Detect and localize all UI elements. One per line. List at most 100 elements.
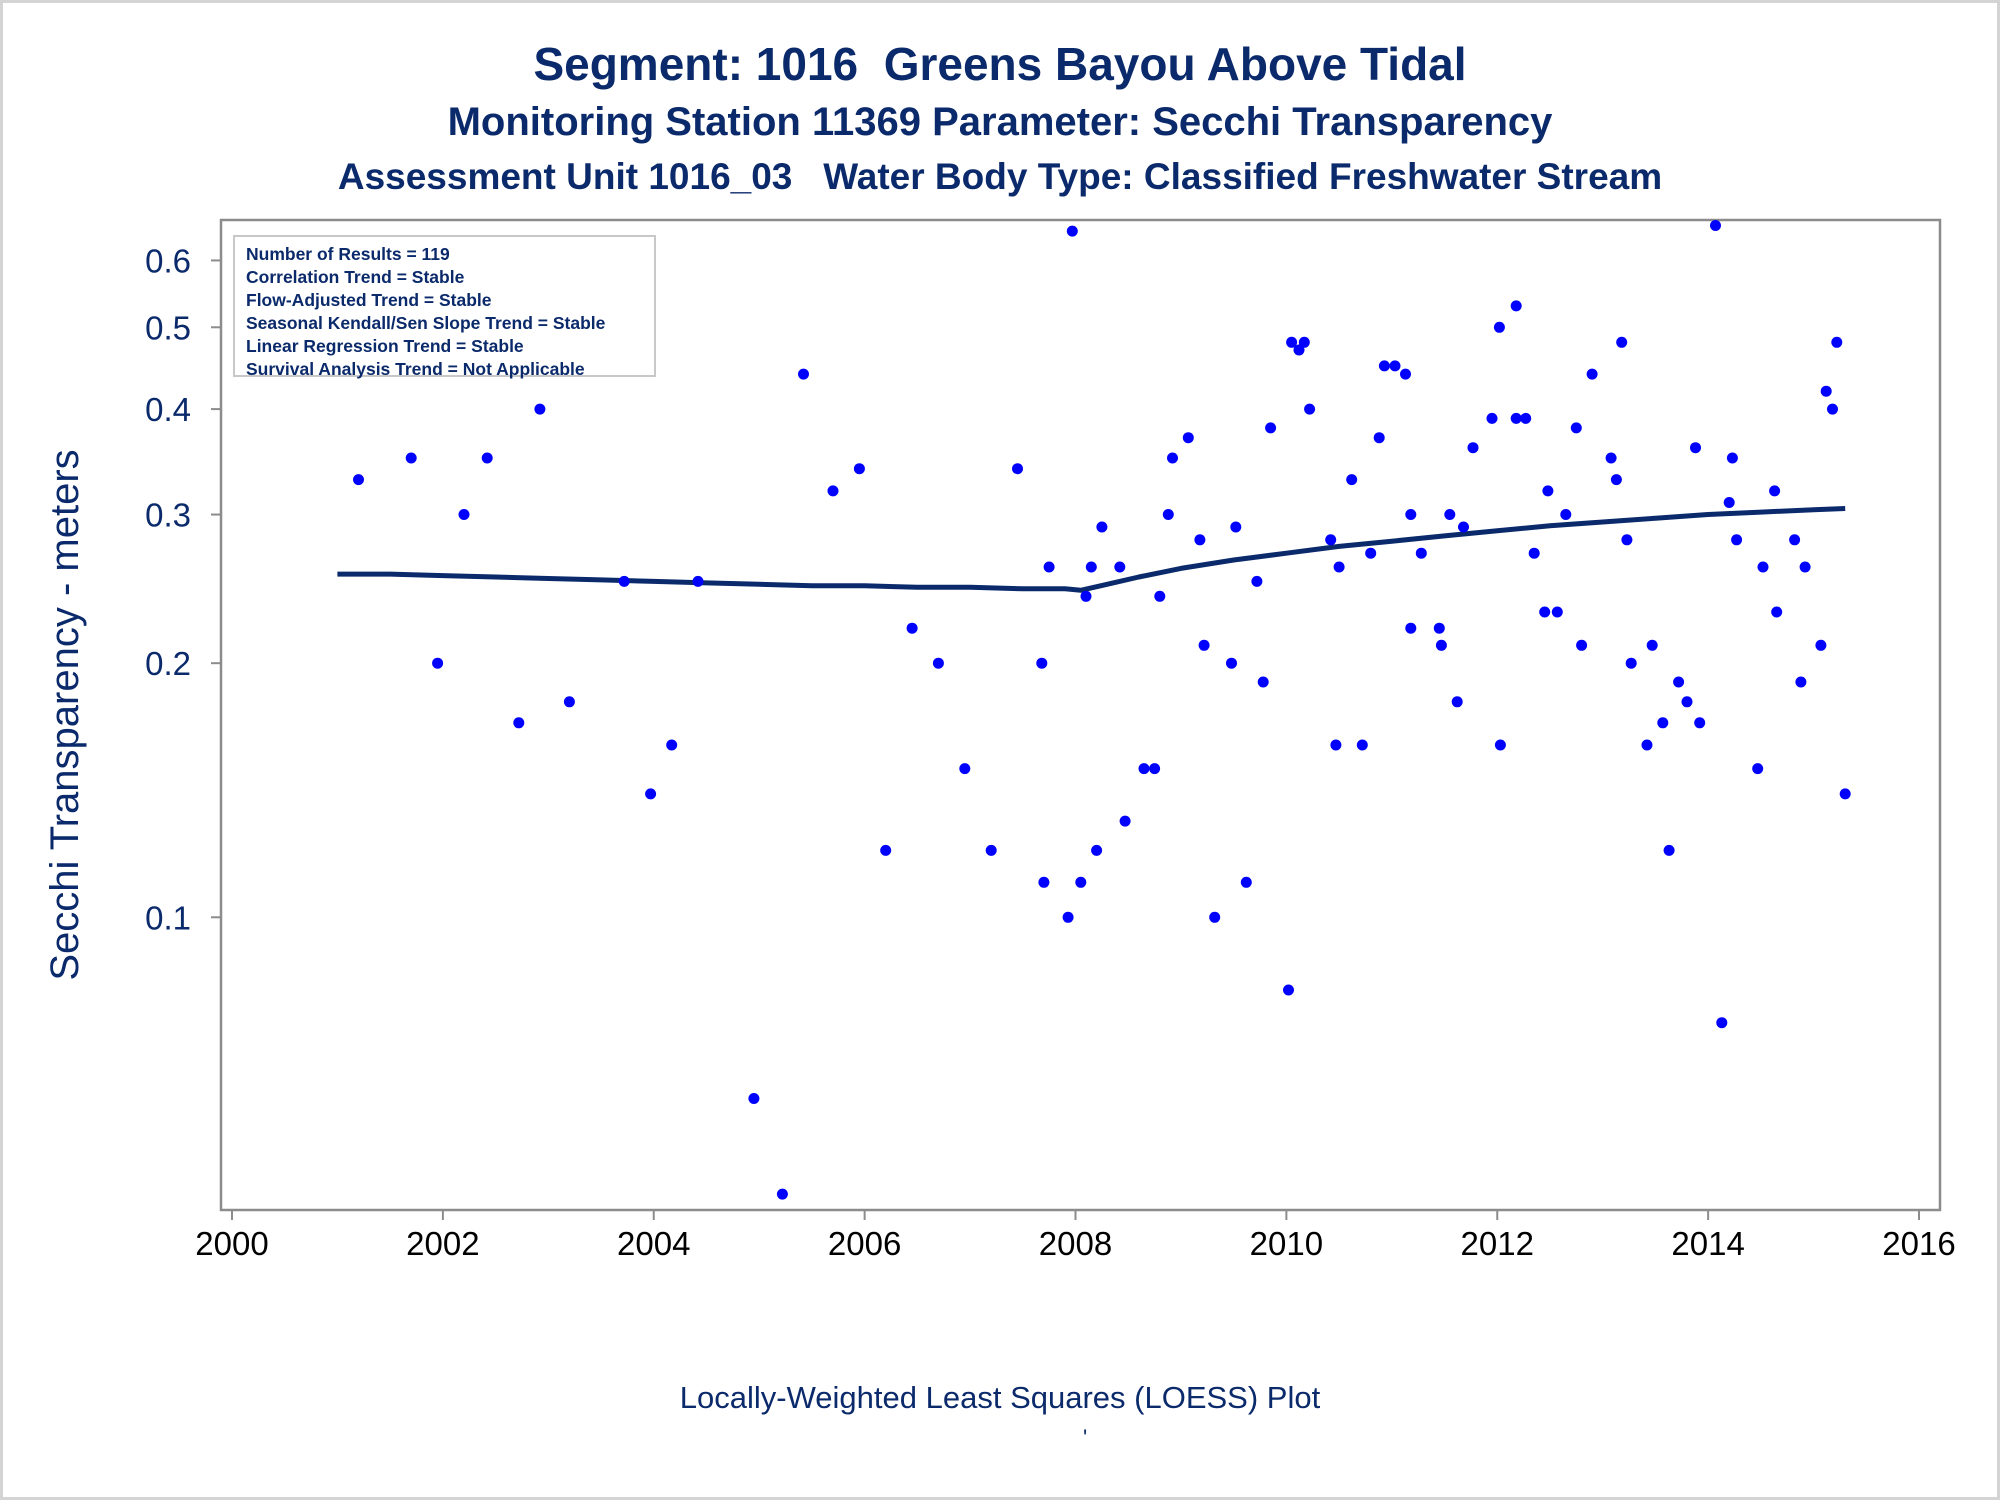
data-point — [1451, 696, 1463, 708]
x-tick-label: 2006 — [828, 1225, 901, 1262]
data-point — [1694, 717, 1706, 729]
data-point — [1075, 876, 1087, 888]
data-point — [1378, 360, 1390, 372]
data-point — [1251, 575, 1263, 587]
x-tick-label: 2004 — [617, 1225, 690, 1262]
x-tick-label: 2002 — [406, 1225, 479, 1262]
data-point — [1298, 336, 1310, 348]
data-point — [1114, 561, 1126, 573]
x-tick-label: 2016 — [1882, 1225, 1955, 1262]
data-point — [985, 844, 997, 856]
y-tick-label: 0.5 — [145, 309, 191, 346]
data-point — [1560, 509, 1572, 520]
data-point — [1657, 717, 1669, 729]
data-point — [1576, 639, 1588, 651]
data-point — [1066, 225, 1078, 237]
data-point — [1389, 360, 1401, 372]
caption-mark: ' — [1083, 1425, 1088, 1450]
data-point — [1230, 521, 1242, 533]
data-point — [1036, 657, 1048, 669]
data-point — [1458, 521, 1469, 533]
data-point — [1663, 844, 1675, 856]
data-point — [1149, 763, 1161, 775]
data-point — [906, 622, 918, 634]
data-point — [798, 368, 809, 380]
data-point — [1621, 534, 1633, 546]
data-point — [1493, 321, 1505, 333]
data-point — [776, 1188, 788, 1200]
data-point — [1681, 696, 1693, 708]
x-tick-label: 2012 — [1461, 1225, 1534, 1262]
data-point — [1789, 534, 1801, 546]
data-point — [932, 657, 944, 669]
data-point — [1226, 657, 1237, 669]
data-point — [1752, 763, 1764, 775]
data-point — [1182, 432, 1194, 444]
data-point — [1330, 739, 1342, 751]
data-point — [1400, 368, 1411, 380]
data-point — [1510, 412, 1522, 424]
data-point — [1444, 509, 1456, 520]
y-tick-label: 0.3 — [145, 497, 191, 534]
trend-summary-inset: Number of Results = 119 Correlation Tren… — [233, 235, 656, 379]
x-tick-label: 2000 — [195, 1225, 268, 1262]
chart-subtitle-station: Monitoring Station 11369 Parameter: Secc… — [447, 100, 1553, 144]
data-point — [1570, 422, 1582, 434]
data-point — [458, 509, 470, 520]
data-point — [1435, 639, 1447, 651]
inset-line-flow-adjusted: Flow-Adjusted Trend = Stable — [246, 290, 492, 310]
data-point — [432, 657, 444, 669]
data-point — [1690, 442, 1701, 454]
inset-line-results: Number of Results = 119 — [246, 244, 450, 264]
data-point — [1012, 463, 1023, 475]
data-point — [1831, 336, 1843, 348]
data-point — [1551, 606, 1563, 618]
y-tick-label: 0.2 — [145, 645, 191, 682]
data-point — [1757, 561, 1769, 573]
data-point — [1815, 639, 1827, 651]
data-point — [1286, 336, 1298, 348]
plot-area-border — [219, 218, 1942, 1212]
chart-subtitle-assessment: Assessment Unit 1016_03 Water Body Type:… — [337, 156, 1663, 197]
data-point — [1167, 452, 1178, 464]
data-point — [405, 452, 417, 464]
data-point — [1625, 657, 1637, 669]
data-point — [1373, 432, 1385, 444]
y-tick-label: 0.6 — [145, 242, 191, 279]
data-point — [692, 575, 704, 587]
data-point — [1265, 422, 1277, 434]
data-point — [1119, 815, 1131, 827]
data-point — [1283, 984, 1294, 996]
data-point — [1405, 509, 1417, 520]
data-point — [563, 696, 575, 708]
data-point — [1486, 412, 1498, 424]
data-point — [534, 403, 546, 415]
data-point — [1304, 403, 1316, 415]
data-point — [1096, 521, 1108, 533]
data-point — [645, 788, 657, 800]
data-point — [1510, 300, 1522, 312]
data-point — [1415, 547, 1427, 559]
data-point — [1769, 485, 1781, 497]
x-tick-label: 2014 — [1671, 1225, 1744, 1262]
data-point — [1194, 534, 1206, 546]
data-point — [1726, 452, 1738, 464]
data-point — [1209, 911, 1221, 923]
data-point — [1799, 561, 1811, 573]
data-point — [1494, 739, 1506, 751]
data-point — [1433, 622, 1445, 634]
data-point — [880, 844, 892, 856]
data-point — [1646, 639, 1658, 651]
y-axis-label: Secchi Transparency - meters — [43, 449, 87, 980]
data-point — [513, 717, 525, 729]
data-point — [1346, 474, 1358, 486]
inset-line-seasonal-kendall: Seasonal Kendall/Sen Slope Trend = Stabl… — [246, 313, 606, 333]
data-point — [1467, 442, 1479, 454]
data-point — [748, 1093, 760, 1104]
data-point — [1839, 788, 1851, 800]
data-point — [1091, 844, 1103, 856]
data-point — [1716, 1017, 1728, 1029]
data-point — [1673, 676, 1685, 688]
data-point — [1333, 561, 1345, 573]
